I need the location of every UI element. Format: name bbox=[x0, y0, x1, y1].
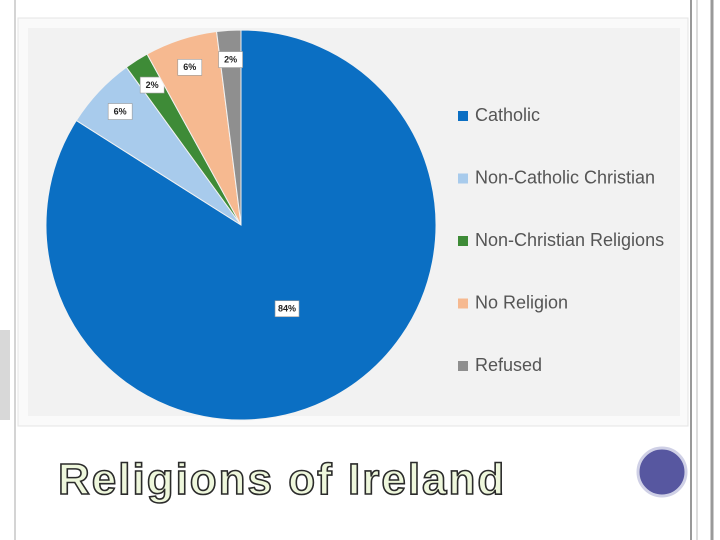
value-label: 2% bbox=[146, 80, 159, 90]
legend-swatch bbox=[458, 298, 468, 309]
decorative-circle bbox=[636, 446, 688, 498]
value-label-box bbox=[107, 103, 133, 120]
value-label: 6% bbox=[114, 106, 127, 116]
pie: 84% 6% 2% 6% 2% bbox=[45, 29, 437, 421]
value-label: 2% bbox=[224, 54, 237, 64]
legend-swatch bbox=[458, 236, 468, 246]
value-label-box bbox=[218, 51, 243, 68]
value-label: 84% bbox=[278, 304, 296, 314]
legend-label: Catholic bbox=[475, 105, 540, 125]
left-decoration bbox=[0, 330, 10, 420]
legend-label: Refused bbox=[475, 355, 542, 375]
slide-title: Religions of Ireland bbox=[58, 455, 506, 504]
legend-swatch bbox=[458, 111, 468, 121]
value-label-box bbox=[177, 59, 203, 76]
value-label-box bbox=[274, 300, 300, 318]
legend-label: Non-Christian Religions bbox=[475, 230, 664, 250]
legend-label: Non-Catholic Christian bbox=[475, 167, 655, 187]
legend-swatch bbox=[458, 361, 468, 371]
value-label: 6% bbox=[183, 62, 196, 72]
legend-label: No Religion bbox=[475, 292, 568, 312]
legend-swatch bbox=[458, 173, 468, 184]
pie-slice bbox=[216, 29, 242, 226]
legend: Catholic Non-Catholic Christian Non-Christ… bbox=[458, 105, 664, 375]
